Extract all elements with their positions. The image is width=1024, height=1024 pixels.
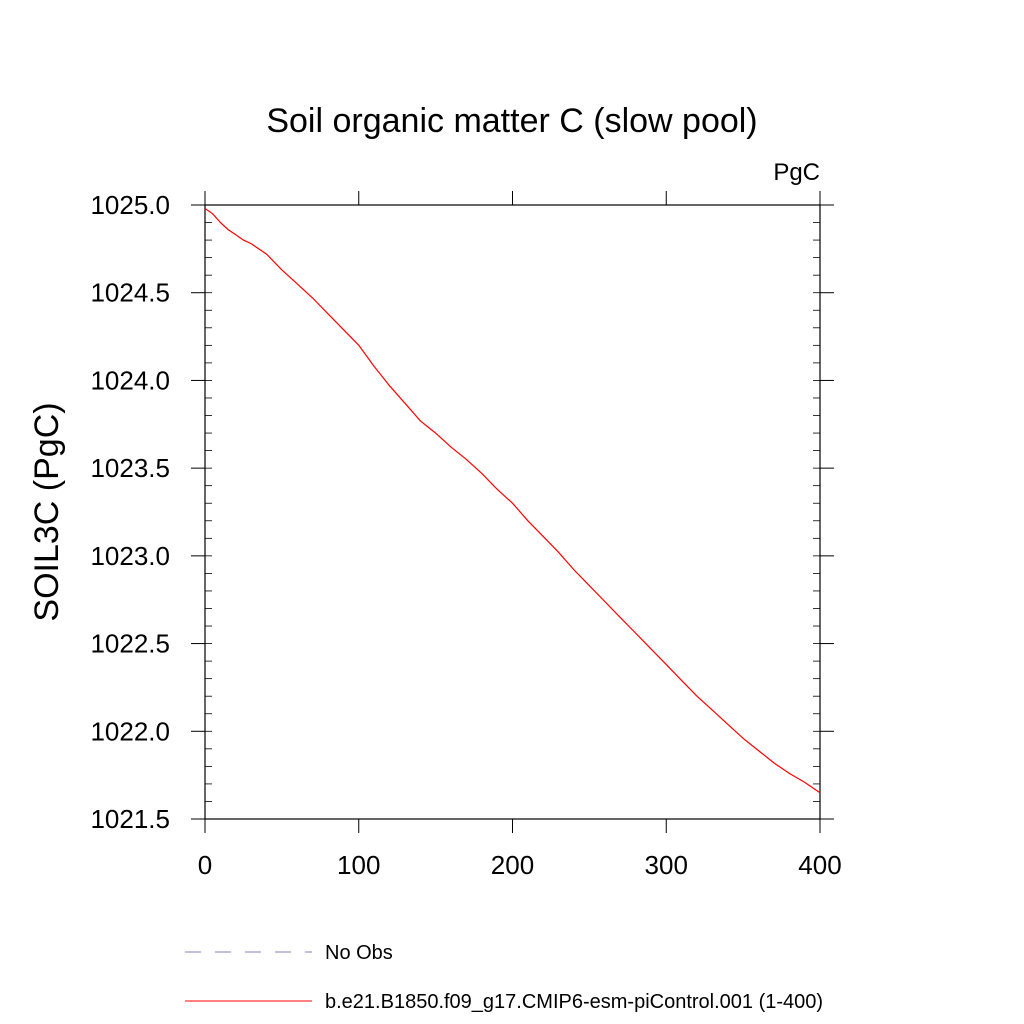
x-tick-label: 200	[491, 850, 534, 880]
y-axis-label: SOIL3C (PgC)	[28, 402, 66, 621]
y-tick-label: 1022.0	[90, 716, 170, 746]
x-tick-label: 100	[337, 850, 380, 880]
chart-title: Soil organic matter C (slow pool)	[266, 102, 757, 140]
units-label: PgC	[773, 159, 820, 186]
plot-frame	[204, 204, 821, 820]
y-ticks: 1021.5 1022.0 1022.5 1023.0 1023.5 1024.0 1024…	[90, 190, 834, 834]
y-tick-label: 1025.0	[90, 190, 170, 220]
x-tick-label: 400	[798, 850, 841, 880]
series-layer	[204, 208, 821, 794]
legend-label-series: b.e21.B1850.f09_g17.CMIP6-esm-piControl.…	[325, 991, 823, 1013]
legend-label-reference: No Obs	[325, 942, 393, 964]
y-tick-label: 1024.5	[90, 278, 170, 308]
x-ticks: 0 100 200 300 400	[198, 191, 842, 880]
y-tick-label: 1023.0	[90, 541, 170, 571]
y-tick-label: 1021.5	[90, 804, 170, 834]
legend: No Obs b.e21.B1850.f09_g17.CMIP6-esm-piC…	[185, 942, 823, 1013]
y-tick-label: 1022.5	[90, 629, 170, 659]
series-line-0	[204, 208, 821, 794]
x-tick-label: 0	[198, 850, 212, 880]
y-tick-label: 1024.0	[90, 365, 170, 395]
x-tick-label: 300	[645, 850, 688, 880]
y-tick-label: 1023.5	[90, 453, 170, 483]
